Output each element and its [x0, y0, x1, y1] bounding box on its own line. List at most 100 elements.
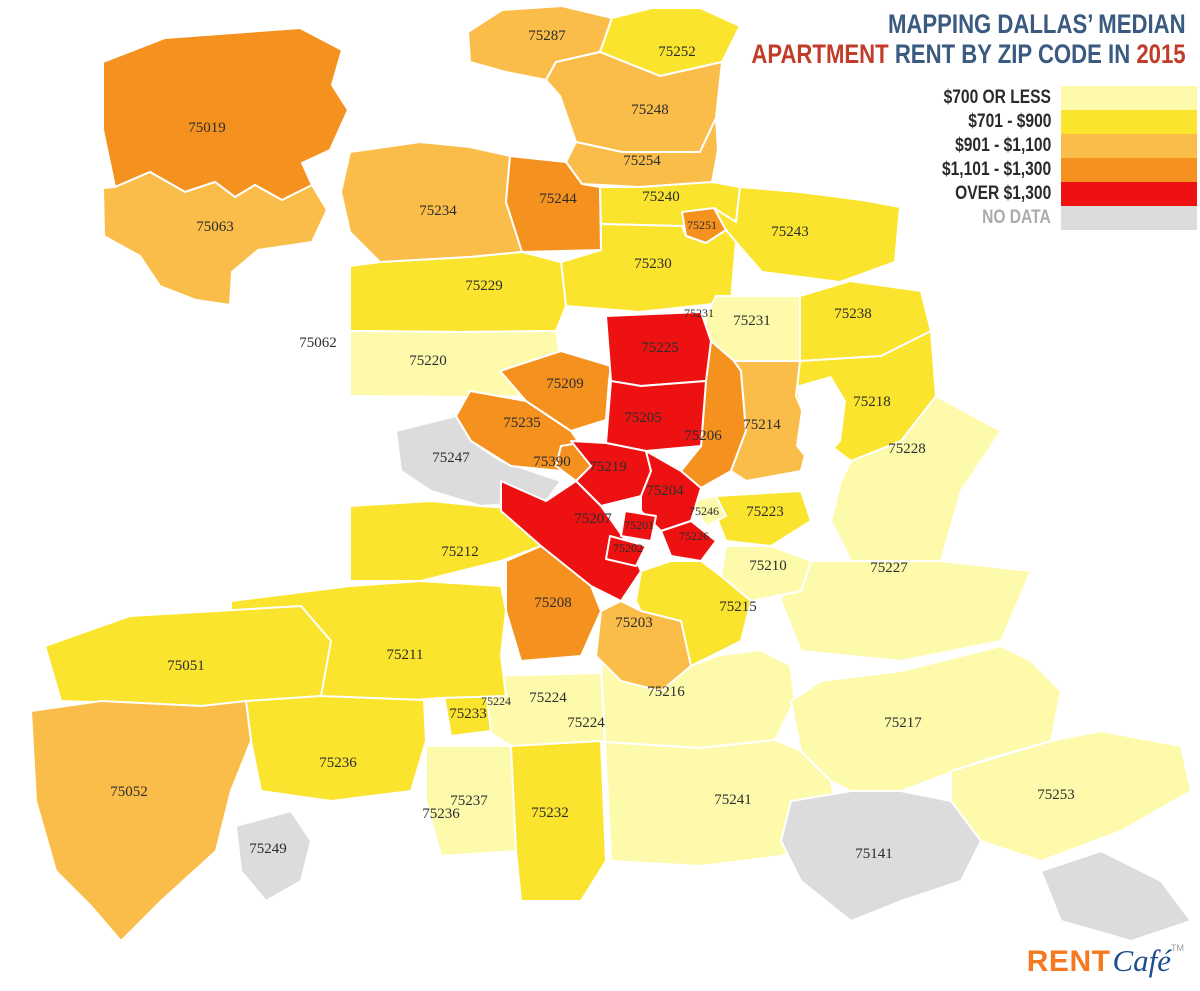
- zip-label-75243: 75243: [771, 224, 809, 240]
- title-line-1: MAPPING DALLAS’ MEDIAN: [752, 9, 1186, 40]
- zip-region-75019: [102, 27, 349, 201]
- zip-label-75223: 75223: [746, 504, 784, 520]
- zip-label-75252: 75252: [658, 44, 696, 60]
- zip-label-75390: 75390: [533, 454, 571, 470]
- zip-label-75062: 75062: [299, 335, 337, 351]
- zip-region-75214: [730, 360, 812, 482]
- zip-region-75201: [620, 510, 657, 542]
- zip-label-75249: 75249: [249, 841, 287, 857]
- zip-region-75230: [560, 223, 737, 313]
- zip-label-75244: 75244: [539, 191, 577, 207]
- zip-label-75211: 75211: [387, 647, 424, 663]
- zip-label-75238: 75238: [834, 306, 872, 322]
- zip-region-75207: [500, 480, 642, 602]
- zip-label-75209: 75209: [546, 376, 584, 392]
- zip-region-75209: [499, 350, 612, 432]
- zip-label-75224: 75224: [567, 715, 605, 731]
- zip-label-75227: 75227: [870, 560, 908, 576]
- zip-region-75226: [660, 520, 717, 562]
- zip-region-75051: [44, 605, 332, 707]
- legend-label-701_900: $701 - $900: [967, 111, 1051, 132]
- zip-label-75207: 75207: [574, 511, 612, 527]
- zip-label-75052: 75052: [110, 784, 148, 800]
- zip-label-75063: 75063: [196, 219, 234, 235]
- zip-label-75208: 75208: [534, 595, 572, 611]
- zip-label-75218: 75218: [853, 394, 891, 410]
- zip-region-75052: [30, 700, 252, 942]
- zip-label-75232: 75232: [531, 805, 569, 821]
- zip-label-75248: 75248: [631, 102, 669, 118]
- zip-label-75019: 75019: [188, 120, 226, 136]
- zip-label-75229: 75229: [465, 278, 503, 294]
- zip-region-unlabeled: [1040, 850, 1192, 942]
- logo-rent-text: RENT: [1026, 945, 1111, 978]
- zip-label-75235: 75235: [503, 415, 541, 431]
- legend-swatch-901_1100: [1061, 134, 1197, 158]
- legend-row-no_data: NO DATA: [918, 206, 1197, 230]
- zip-label-75215: 75215: [719, 599, 757, 615]
- zip-label-75203: 75203: [615, 615, 653, 631]
- legend-swatch-1101_1300: [1061, 158, 1197, 182]
- zip-label-75214: 75214: [743, 417, 781, 433]
- legend-row-1101_1300: $1,101 - $1,300: [918, 158, 1197, 182]
- zip-label-75241: 75241: [714, 792, 752, 808]
- zip-label-75230: 75230: [634, 256, 672, 272]
- zip-label-75237: 75237: [450, 793, 488, 809]
- zip-label-75216: 75216: [647, 684, 685, 700]
- title-text-red-1: APARTMENT: [751, 38, 890, 69]
- zip-region-75203: [595, 600, 692, 692]
- zip-label-75141: 75141: [855, 846, 893, 862]
- legend-row-over_1300: OVER $1,300: [918, 182, 1197, 206]
- zip-label-75219: 75219: [589, 459, 627, 475]
- zip-label-75206: 75206: [684, 428, 722, 444]
- zip-label-75247: 75247: [432, 450, 470, 466]
- zip-label-75201: 75201: [624, 518, 654, 532]
- zip-label-75228: 75228: [888, 441, 926, 457]
- zip-region-75243: [713, 186, 901, 283]
- zip-label-75236: 75236: [319, 755, 357, 771]
- legend-swatch-under_700: [1061, 86, 1197, 110]
- zip-label-75231: 75231: [733, 313, 771, 329]
- zip-label-75204: 75204: [646, 483, 684, 499]
- zip-region-75063: [102, 171, 328, 306]
- title-text-blue-2: RENT BY ZIP CODE IN: [889, 38, 1137, 69]
- title-text-red-2: 2015: [1136, 38, 1186, 69]
- legend-row-under_700: $700 OR LESS: [918, 86, 1197, 110]
- legend-label-under_700: $700 OR LESS: [943, 87, 1051, 108]
- zip-label-75236: 75236: [422, 806, 460, 822]
- zip-label-75253: 75253: [1037, 787, 1075, 803]
- zip-region-75228: [830, 395, 1002, 562]
- zip-region-75249: [235, 810, 312, 902]
- map-title: MAPPING DALLAS’ MEDIAN APARTMENT RENT BY…: [751, 9, 1186, 69]
- zip-region-75227: [780, 560, 1032, 662]
- zip-label-75202: 75202: [613, 541, 643, 555]
- zip-label-75287: 75287: [528, 28, 566, 44]
- zip-label-75254: 75254: [623, 153, 661, 169]
- zip-label-75224: 75224: [481, 694, 511, 708]
- legend-swatch-no_data: [1061, 206, 1197, 230]
- zip-region-75141: [780, 790, 982, 922]
- zip-label-75210: 75210: [749, 558, 787, 574]
- zip-region-75229: [349, 251, 567, 333]
- legend-swatch-701_900: [1061, 110, 1197, 134]
- logo-trademark: TM: [1171, 943, 1184, 953]
- legend-row-701_900: $701 - $900: [918, 110, 1197, 134]
- legend-label-901_1100: $901 - $1,100: [954, 135, 1051, 156]
- zip-label-75226: 75226: [679, 529, 709, 543]
- zip-label-75233: 75233: [449, 706, 487, 722]
- zip-label-75051: 75051: [167, 658, 205, 674]
- zip-label-75225: 75225: [641, 340, 679, 356]
- title-text-blue-1: MAPPING DALLAS’ MEDIAN: [888, 9, 1186, 39]
- legend-label-no_data: NO DATA: [982, 207, 1051, 228]
- zip-region-75236: [245, 695, 427, 802]
- zip-label-75205: 75205: [624, 410, 662, 426]
- zip-region-75202: [605, 535, 647, 567]
- zip-label-75217: 75217: [884, 715, 922, 731]
- logo-cafe-text: Café: [1112, 943, 1171, 978]
- zip-region-75246: [690, 495, 727, 527]
- zip-label-75234: 75234: [419, 203, 457, 219]
- zip-label-75224: 75224: [529, 690, 567, 706]
- zip-label-75246: 75246: [689, 504, 719, 518]
